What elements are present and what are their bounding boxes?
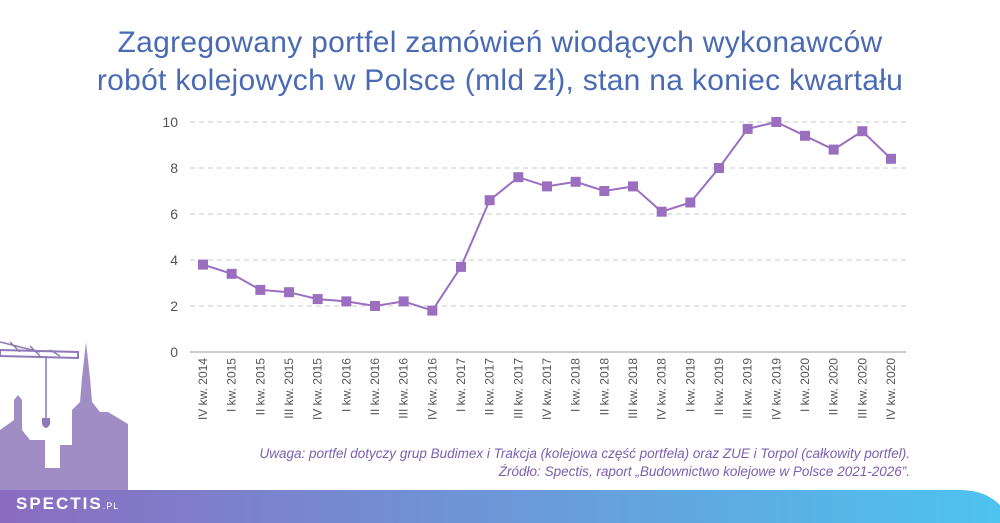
data-point-marker bbox=[484, 195, 495, 206]
chart-source: Źródło: Spectis, raport „Budownictwo kol… bbox=[498, 464, 910, 479]
logo-suffix: .PL bbox=[102, 501, 120, 511]
x-tick-label: IV kw. 2018 bbox=[655, 358, 669, 420]
chart-note: Uwaga: portfel dotyczy grup Budimex i Tr… bbox=[259, 446, 911, 461]
x-tick-label: II kw. 2016 bbox=[368, 358, 382, 416]
series-portfel bbox=[198, 117, 896, 316]
x-tick-label: I kw. 2018 bbox=[569, 358, 583, 412]
data-point-marker bbox=[771, 117, 782, 127]
x-tick-label: IV kw. 2015 bbox=[311, 358, 325, 420]
data-point-marker bbox=[198, 259, 208, 270]
footer-gradient-bar bbox=[0, 490, 1000, 523]
x-tick-label: II kw. 2015 bbox=[253, 358, 267, 416]
data-point-marker bbox=[226, 268, 237, 279]
data-point-marker bbox=[628, 181, 638, 192]
data-point-marker bbox=[742, 123, 753, 134]
x-tick-label: I kw. 2020 bbox=[798, 358, 812, 412]
x-tick-label: IV kw. 2017 bbox=[540, 358, 554, 420]
crane-hook-icon bbox=[42, 418, 50, 428]
x-tick-label: I kw. 2017 bbox=[454, 358, 468, 412]
y-tick-label: 0 bbox=[170, 344, 178, 360]
building-silhouette bbox=[0, 342, 150, 523]
x-tick-label: IV kw. 2016 bbox=[425, 358, 439, 420]
x-tick-label: IV kw. 2014 bbox=[196, 358, 210, 420]
data-point-marker bbox=[828, 144, 839, 155]
x-axis-ticks: IV kw. 2014 I kw. 2015 II kw. 2015 III kw. … bbox=[196, 358, 898, 420]
data-point-marker bbox=[800, 130, 810, 141]
x-tick-label: I kw. 2016 bbox=[339, 358, 353, 412]
logo-name: SPECTIS bbox=[16, 494, 103, 513]
x-tick-label: III kw. 2018 bbox=[626, 358, 640, 419]
data-point-marker bbox=[542, 181, 552, 192]
x-tick-label: IV kw. 2020 bbox=[884, 358, 898, 420]
data-point-marker bbox=[370, 301, 380, 311]
city-skyline-illustration bbox=[0, 341, 150, 523]
y-tick-label: 10 bbox=[162, 114, 178, 130]
data-point-marker bbox=[284, 287, 294, 298]
footer-band bbox=[0, 490, 1000, 523]
chart-title-line-2: robót kolejowych w Polsce (mld zł), stan… bbox=[96, 64, 904, 97]
y-axis-ticks: 0 2 4 6 8 10 bbox=[162, 114, 178, 360]
x-tick-label: III kw. 2016 bbox=[397, 358, 411, 419]
chart-title-line-1: Zagregowany portfel zamówień wiodących w… bbox=[117, 26, 883, 59]
data-point-marker bbox=[656, 206, 667, 217]
data-point-marker bbox=[714, 163, 724, 173]
data-point-marker bbox=[456, 261, 466, 272]
series-line bbox=[202, 120, 892, 312]
data-point-marker bbox=[255, 284, 266, 295]
spectis-logo: SPECTIS.PL bbox=[16, 494, 119, 514]
chart-title: Zagregowany portfel zamówień wiodących w… bbox=[0, 24, 1000, 100]
data-point-marker bbox=[398, 296, 409, 307]
x-tick-label: III kw. 2020 bbox=[855, 358, 869, 419]
data-point-marker bbox=[312, 294, 323, 305]
data-point-marker bbox=[685, 197, 696, 208]
data-point-marker bbox=[570, 176, 581, 187]
y-tick-label: 2 bbox=[170, 298, 178, 314]
grid-lines bbox=[190, 121, 906, 353]
y-tick-label: 4 bbox=[170, 252, 178, 268]
x-tick-label: II kw. 2020 bbox=[827, 358, 841, 416]
y-tick-label: 8 bbox=[170, 160, 178, 176]
x-tick-label: IV kw. 2019 bbox=[769, 358, 783, 420]
data-point-marker bbox=[513, 172, 524, 183]
x-tick-label: III kw. 2015 bbox=[282, 358, 296, 419]
x-tick-label: II kw. 2017 bbox=[483, 358, 497, 416]
x-tick-label: III kw. 2017 bbox=[511, 358, 525, 419]
x-tick-label: II kw. 2019 bbox=[712, 358, 726, 416]
data-point-marker bbox=[886, 153, 896, 164]
data-point-marker bbox=[341, 296, 352, 307]
x-tick-label: I kw. 2015 bbox=[225, 358, 239, 412]
x-tick-label: II kw. 2018 bbox=[597, 358, 611, 416]
x-tick-label: I kw. 2019 bbox=[683, 358, 697, 412]
crane-lattice bbox=[0, 341, 61, 357]
data-point-marker bbox=[427, 305, 438, 316]
data-point-marker bbox=[857, 126, 868, 137]
data-point-marker bbox=[599, 186, 610, 196]
y-tick-label: 6 bbox=[170, 206, 178, 222]
x-tick-label: III kw. 2019 bbox=[741, 358, 755, 419]
